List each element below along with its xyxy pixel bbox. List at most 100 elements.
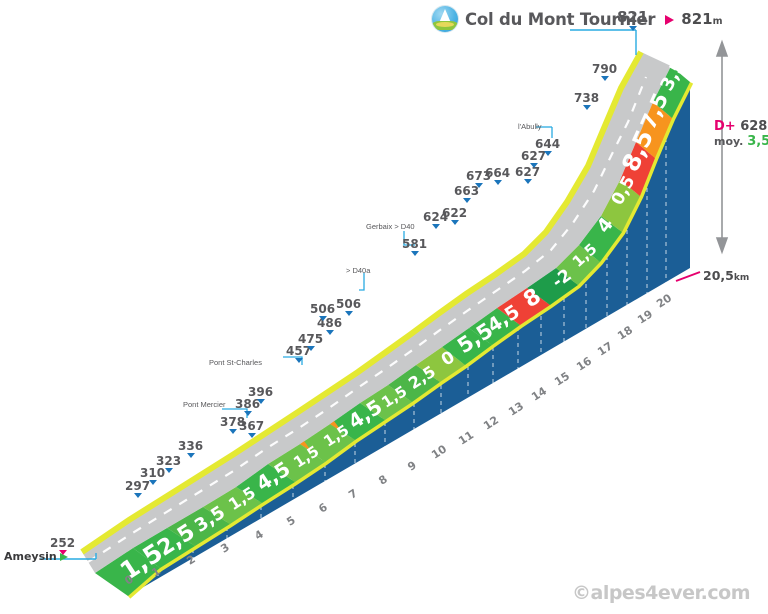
elevation-tick-icon [529, 163, 538, 168]
elevation-tick-icon [431, 224, 440, 229]
elevation-marker: 821 [617, 10, 648, 31]
elevation-value: 252 [50, 536, 76, 550]
km-tick-label: 19 [635, 307, 655, 326]
summit-altitude: 821m [681, 10, 723, 28]
road-edge-yellow-upper [80, 50, 644, 555]
elevation-tick-icon [294, 358, 303, 363]
elevation-value: 506 [310, 302, 336, 316]
km-tick: 3 [218, 541, 232, 556]
elevation-value: 627 [521, 149, 547, 163]
km-tick-label: 4 [252, 527, 266, 542]
km-tick: 13 [506, 399, 526, 418]
elevation-tick-icon [543, 151, 552, 156]
elevation-marker: 738 [574, 92, 599, 110]
km-tick-label: 7 [346, 487, 360, 502]
elevation-tick-icon [318, 316, 327, 321]
poi-label: > D40a [346, 266, 371, 275]
elevation-tick-icon [523, 179, 532, 184]
elevation-tick-icon [186, 453, 195, 458]
km-tick: 17 [595, 339, 615, 358]
summit-flag-icon [665, 15, 675, 25]
elevation-tick-icon [628, 26, 637, 31]
km-tick: 10 [429, 442, 449, 461]
km-tick-label: 13 [506, 399, 526, 418]
km-tick: 16 [574, 354, 594, 373]
km-tick-label: 6 [316, 500, 330, 515]
km-tick: 11 [456, 428, 476, 447]
elevation-marker: 310 [140, 467, 165, 485]
elevation-value: 644 [535, 137, 561, 151]
km-tick-label: 11 [456, 428, 476, 447]
mountain-summit-icon [432, 6, 458, 32]
elevation-marker: 627 [521, 150, 546, 168]
elevation-marker: 336 [178, 440, 203, 458]
elevation-marker: 673 [466, 170, 491, 188]
km-tick: 14 [529, 384, 549, 403]
poi-label: l'Abully [518, 122, 542, 131]
elevation-marker: 506 [310, 303, 335, 321]
elevation-value: 581 [402, 237, 428, 251]
start-leader [40, 553, 97, 560]
elevation-marker: 624 [423, 211, 448, 229]
km-tick: 9 [405, 459, 419, 474]
km-tick-label: 8 [376, 473, 390, 488]
km-tick: 6 [316, 500, 330, 515]
elevation-tick-icon [582, 105, 591, 110]
elevation-tick-icon [58, 550, 67, 555]
average-value: 3,5% [747, 133, 768, 149]
elevation-marker: 367 [239, 420, 264, 438]
km-tick: 15 [552, 369, 572, 388]
start-flag-icon [59, 552, 68, 561]
elevation-marker: 627 [515, 166, 540, 184]
km-tick-label: 17 [595, 339, 615, 358]
elevation-marker: 790 [592, 63, 617, 81]
elevation-marker: 664 [485, 167, 510, 185]
elevation-value: 622 [442, 206, 468, 220]
elevation-tick-icon [344, 311, 353, 316]
page-title: Col du Mont Tournier [465, 9, 656, 29]
km-tick-label: 18 [615, 323, 635, 342]
dplus-label: D+ [714, 119, 736, 134]
start-label: Ameysin [4, 550, 68, 563]
km-gridlines [157, 122, 667, 588]
elevation-marker: 644 [535, 138, 560, 156]
km-tick: 4 [252, 527, 266, 542]
elevation-tick-icon [256, 399, 265, 404]
km-tick-label: 20 [654, 291, 674, 310]
km-tick-label: 9 [405, 459, 419, 474]
elevation-tick-icon [450, 220, 459, 225]
dplus-arrow [715, 39, 729, 255]
elevation-tick-icon [133, 493, 142, 498]
road-centre-line [87, 76, 648, 563]
elevation-tick-icon [228, 429, 237, 434]
km-tick: 5 [284, 514, 298, 529]
km-tick: 19 [635, 307, 655, 326]
km-tick-label: 3 [218, 541, 232, 556]
elevation-tick-icon [243, 411, 252, 416]
elevation-value: 475 [298, 332, 324, 346]
km-tick: 12 [481, 413, 501, 432]
elevation-value: 386 [235, 397, 261, 411]
elevation-value: 663 [454, 184, 480, 198]
km-tick-label: 12 [481, 413, 501, 432]
elevation-value: 378 [220, 415, 246, 429]
road-surface [82, 52, 671, 573]
total-distance: 20,5km [703, 268, 750, 283]
elevation-tick-icon [493, 180, 502, 185]
elevation-marker: 475 [298, 333, 323, 351]
gradient-band [95, 66, 690, 596]
elevation-value: 673 [466, 169, 492, 183]
average-label: moy. [714, 134, 744, 148]
elevation-value: 624 [423, 210, 449, 224]
elevation-value: 396 [248, 385, 274, 399]
poi-label: Gerbaix > D40 [366, 222, 415, 231]
elevation-value: 506 [336, 297, 362, 311]
elevation-tick-icon [247, 433, 256, 438]
elevation-value: 627 [515, 165, 541, 179]
elevation-marker: 506 [336, 298, 361, 316]
km-tick-label: 5 [284, 514, 298, 529]
elevation-value: 664 [485, 166, 511, 180]
